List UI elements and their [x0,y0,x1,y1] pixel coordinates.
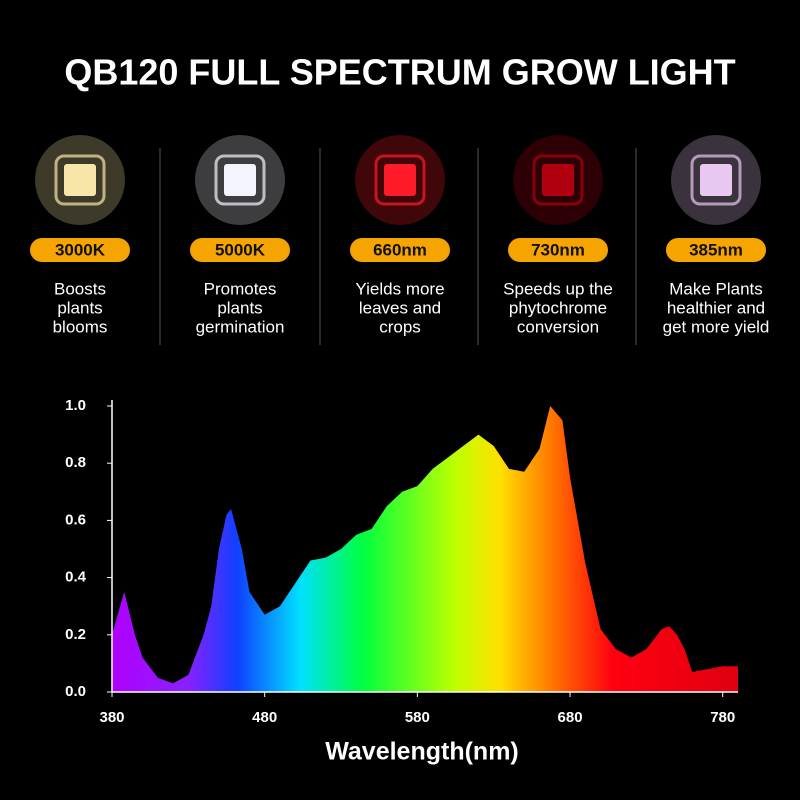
icon [700,164,732,196]
spectrum-area [112,406,738,692]
description: plants [57,298,102,317]
description: plants [217,298,262,317]
badge [666,238,766,262]
icon [224,164,256,196]
x-tick-label: 680 [558,709,583,726]
badge [508,238,608,262]
chart: 0.0 0.2 0.4 0.6 0.8 1.0 380 480 580 680 780 Wavelen… [65,397,738,766]
badge-label: 660nm [373,240,427,259]
description: germination [196,317,285,336]
description: get more yield [663,317,770,336]
description: Yields more [355,279,444,298]
description: Boosts [54,279,106,298]
description: Make Plants [669,279,763,298]
description: Promotes [204,279,277,298]
y-tick-label: 0.6 [65,511,86,528]
description: healthier and [667,298,765,317]
x-tick-label: 480 [252,709,277,726]
description: crops [379,317,421,336]
y-tick-label: 0.2 [65,626,86,643]
y-tick-label: 1.0 [65,397,86,414]
badge-label: 3000K [55,240,106,259]
description: blooms [53,317,108,336]
description: leaves and [359,298,441,317]
title: QB120 FULL SPECTRUM GROW LIGHT [64,52,735,93]
badge-label: 730nm [531,240,585,259]
badge [350,238,450,262]
icon [384,164,416,196]
icon-frame [532,154,584,206]
features: 3000KBoostsplantsblooms5000KPromotesplan… [30,135,769,345]
badge-label: 5000K [215,240,266,259]
y-tick-label: 0.8 [65,454,86,471]
icon-frame [54,154,106,206]
badge-label: 385nm [689,240,743,259]
description: conversion [517,317,599,336]
icon-frame [214,154,266,206]
x-tick-label: 780 [710,709,735,726]
x-axis-label: Wavelength(nm) [325,738,519,766]
description: phytochrome [509,298,607,317]
icon [64,164,96,196]
badge [30,238,130,262]
icon-frame [374,154,426,206]
y-tick-label: 0.4 [65,569,87,586]
description: Speeds up the [503,279,613,298]
y-tick-label: 0.0 [65,683,86,700]
badge [190,238,290,262]
icon [542,164,574,196]
x-tick-label: 580 [405,709,430,726]
icon-frame [690,154,742,206]
x-tick-label: 380 [99,709,124,726]
